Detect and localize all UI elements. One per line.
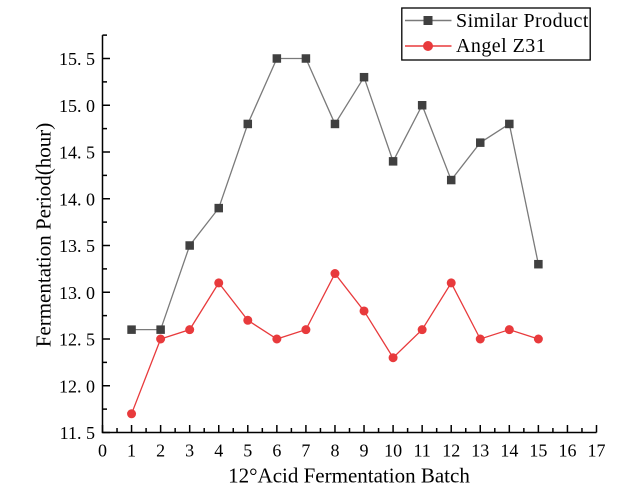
svg-text:13: 13: [471, 441, 489, 461]
svg-text:6: 6: [272, 441, 281, 461]
svg-text:2: 2: [156, 441, 165, 461]
svg-text:11: 11: [413, 441, 430, 461]
svg-text:7: 7: [301, 441, 310, 461]
svg-text:5: 5: [243, 441, 252, 461]
svg-text:15. 5: 15. 5: [59, 49, 95, 69]
svg-text:17: 17: [588, 441, 606, 461]
svg-text:9: 9: [360, 441, 369, 461]
svg-text:14. 0: 14. 0: [59, 189, 95, 209]
svg-text:12°Acid Fermentation Batch: 12°Acid Fermentation Batch: [228, 464, 470, 488]
svg-text:15. 0: 15. 0: [59, 96, 95, 116]
svg-text:13. 0: 13. 0: [59, 283, 95, 303]
svg-text:Angel Z31: Angel Z31: [456, 35, 546, 57]
svg-text:16: 16: [558, 441, 576, 461]
svg-text:3: 3: [185, 441, 194, 461]
svg-text:4: 4: [214, 441, 223, 461]
svg-text:0: 0: [98, 441, 107, 461]
svg-text:12. 0: 12. 0: [59, 376, 95, 396]
svg-text:8: 8: [330, 441, 339, 461]
svg-text:Similar Product: Similar Product: [456, 10, 589, 32]
svg-text:14. 5: 14. 5: [59, 143, 95, 163]
svg-text:10: 10: [384, 441, 402, 461]
svg-text:12. 5: 12. 5: [59, 330, 95, 350]
svg-text:12: 12: [442, 441, 460, 461]
svg-text:14: 14: [500, 441, 518, 461]
svg-text:1: 1: [127, 441, 136, 461]
svg-text:11. 5: 11. 5: [60, 423, 95, 443]
svg-text:Fermentation Period(hour): Fermentation Period(hour): [32, 123, 56, 348]
svg-text:15: 15: [529, 441, 547, 461]
svg-text:13. 5: 13. 5: [59, 236, 95, 256]
